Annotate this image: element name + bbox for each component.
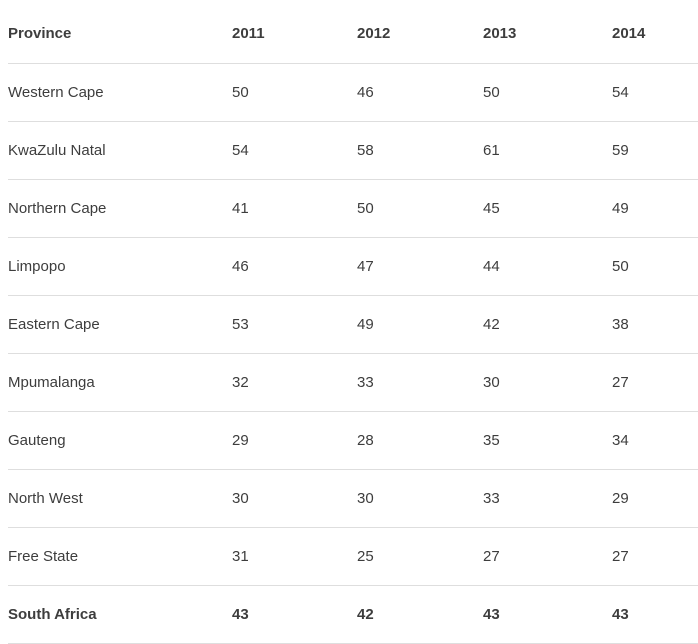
cell-value: 46 [232, 237, 357, 296]
row-label: Northern Cape [8, 179, 232, 238]
table-row: Eastern Cape 53 49 42 38 [8, 295, 698, 354]
cell-value: 49 [612, 179, 698, 238]
cell-value: 50 [357, 179, 483, 238]
province-year-table: Province 2011 2012 2013 2014 Western Cap… [8, 0, 698, 644]
table-row-total: South Africa 43 42 43 43 [8, 585, 698, 644]
column-header-2013: 2013 [483, 0, 612, 64]
cell-value: 33 [357, 353, 483, 412]
cell-value: 30 [357, 469, 483, 528]
cell-value: 41 [232, 179, 357, 238]
cell-value: 25 [357, 527, 483, 586]
cell-value: 54 [612, 63, 698, 122]
cell-value-total: 43 [612, 585, 698, 644]
table-row: Free State 31 25 27 27 [8, 527, 698, 586]
column-header-2014: 2014 [612, 0, 698, 64]
row-label: Gauteng [8, 411, 232, 470]
cell-value: 30 [483, 353, 612, 412]
cell-value: 29 [612, 469, 698, 528]
cell-value: 38 [612, 295, 698, 354]
column-header-2011: 2011 [232, 0, 357, 64]
cell-value: 33 [483, 469, 612, 528]
table-row: Gauteng 29 28 35 34 [8, 411, 698, 470]
cell-value-total: 43 [483, 585, 612, 644]
cell-value: 58 [357, 121, 483, 180]
column-header-2012: 2012 [357, 0, 483, 64]
column-header-province: Province [8, 0, 232, 64]
table-row: Western Cape 50 46 50 54 [8, 63, 698, 122]
cell-value: 49 [357, 295, 483, 354]
row-label-total: South Africa [8, 585, 232, 644]
row-label: North West [8, 469, 232, 528]
table-row: Northern Cape 41 50 45 49 [8, 179, 698, 238]
table-row: KwaZulu Natal 54 58 61 59 [8, 121, 698, 180]
table-row: Limpopo 46 47 44 50 [8, 237, 698, 296]
cell-value: 29 [232, 411, 357, 470]
row-label: Limpopo [8, 237, 232, 296]
table-header-row: Province 2011 2012 2013 2014 [8, 0, 698, 64]
cell-value: 44 [483, 237, 612, 296]
cell-value: 61 [483, 121, 612, 180]
cell-value: 47 [357, 237, 483, 296]
cell-value: 54 [232, 121, 357, 180]
cell-value: 34 [612, 411, 698, 470]
row-label: Eastern Cape [8, 295, 232, 354]
cell-value: 46 [357, 63, 483, 122]
cell-value-total: 42 [357, 585, 483, 644]
cell-value: 35 [483, 411, 612, 470]
table-row: Mpumalanga 32 33 30 27 [8, 353, 698, 412]
cell-value: 45 [483, 179, 612, 238]
cell-value: 27 [612, 527, 698, 586]
cell-value: 30 [232, 469, 357, 528]
row-label: Free State [8, 527, 232, 586]
cell-value-total: 43 [232, 585, 357, 644]
cell-value: 53 [232, 295, 357, 354]
table-row: North West 30 30 33 29 [8, 469, 698, 528]
cell-value: 27 [483, 527, 612, 586]
row-label: Mpumalanga [8, 353, 232, 412]
cell-value: 42 [483, 295, 612, 354]
cell-value: 59 [612, 121, 698, 180]
row-label: Western Cape [8, 63, 232, 122]
cell-value: 27 [612, 353, 698, 412]
cell-value: 31 [232, 527, 357, 586]
cell-value: 50 [483, 63, 612, 122]
cell-value: 50 [232, 63, 357, 122]
cell-value: 28 [357, 411, 483, 470]
cell-value: 32 [232, 353, 357, 412]
cell-value: 50 [612, 237, 698, 296]
row-label: KwaZulu Natal [8, 121, 232, 180]
